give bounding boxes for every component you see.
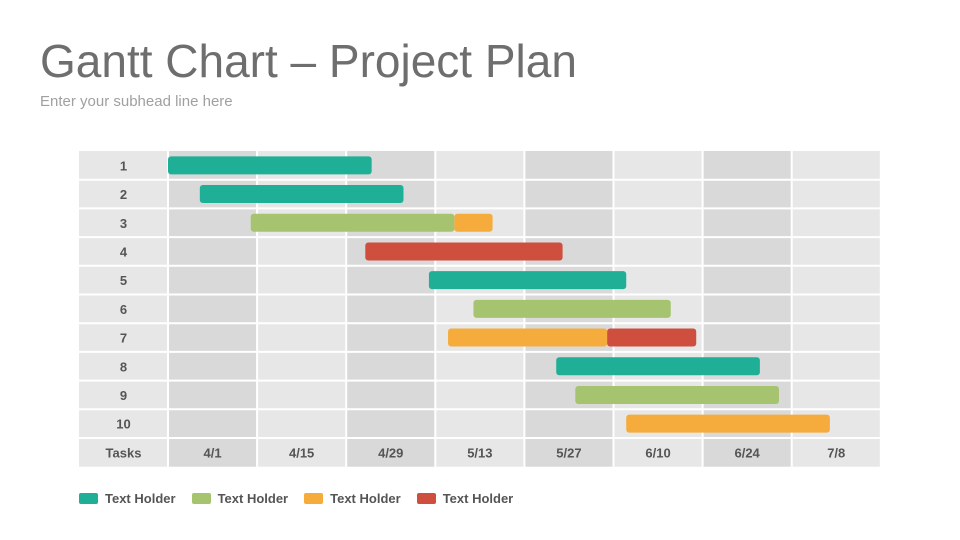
legend-item: Text Holder: [416, 491, 514, 506]
legend-swatch: [416, 493, 436, 504]
legend-label: Text Holder: [330, 491, 401, 506]
chart-background: [79, 151, 881, 467]
task-label: 8: [120, 359, 127, 374]
task-bar: [473, 299, 671, 318]
task-label: 4: [120, 244, 128, 259]
task-label: 7: [120, 331, 127, 346]
date-column: [702, 151, 792, 467]
date-column: [791, 151, 881, 467]
date-column: [257, 151, 347, 467]
chart-bars: [168, 156, 830, 433]
task-label-column: [79, 151, 168, 467]
legend-swatch: [304, 493, 324, 504]
legend-item: Text Holder: [304, 491, 401, 506]
legend-label: Text Holder: [105, 491, 176, 506]
chart-gridlines: [79, 151, 882, 467]
legend-label: Text Holder: [217, 491, 289, 506]
task-bar: [199, 185, 404, 204]
task-label: 2: [120, 187, 127, 202]
legend-item: Text Holder: [191, 491, 289, 506]
legend-item: Text Holder: [79, 491, 176, 506]
task-label: 1: [120, 158, 127, 173]
date-tick-label: 6/10: [645, 445, 670, 460]
legend-swatch: [79, 493, 98, 504]
page-title: Gantt Chart – Project Plan: [40, 35, 577, 87]
task-label: 6: [120, 302, 127, 317]
chart-legend: Text Holder Text Holder Text Holder Text Ho…: [79, 491, 513, 506]
chart-labels: 1 2 3 4 5 6 7 8 9 10 Tasks 4/1 4/15 4/29 5/13 5/27 6/10 6…: [106, 158, 846, 460]
task-bar: [575, 385, 779, 404]
task-bar: [365, 242, 563, 261]
task-label: 9: [120, 388, 127, 403]
task-label: 3: [120, 216, 127, 231]
task-bar: [448, 328, 608, 347]
date-tick-label: 4/15: [289, 445, 314, 460]
task-bar: [607, 328, 697, 347]
task-bar: [168, 156, 372, 175]
task-label: 10: [116, 417, 130, 432]
task-bar: [556, 357, 760, 376]
date-tick-label: 5/13: [467, 445, 492, 460]
date-tick-label: 5/27: [556, 445, 581, 460]
date-column: [168, 151, 258, 467]
date-tick-label: 4/1: [204, 445, 222, 460]
date-tick-label: 4/29: [378, 445, 403, 460]
legend-swatch: [191, 493, 211, 504]
date-column: [346, 151, 436, 467]
task-label: 5: [120, 273, 127, 288]
date-tick-label: 6/24: [734, 445, 760, 460]
task-bar: [428, 271, 627, 290]
task-bar: [250, 213, 455, 232]
legend-label: Text Holder: [442, 491, 514, 506]
date-tick-label: 7/8: [827, 445, 845, 460]
task-bar: [626, 414, 830, 433]
page-subtitle: Enter your subhead line here: [40, 93, 233, 110]
task-bar: [454, 213, 493, 232]
tasks-axis-header: Tasks: [106, 445, 142, 460]
